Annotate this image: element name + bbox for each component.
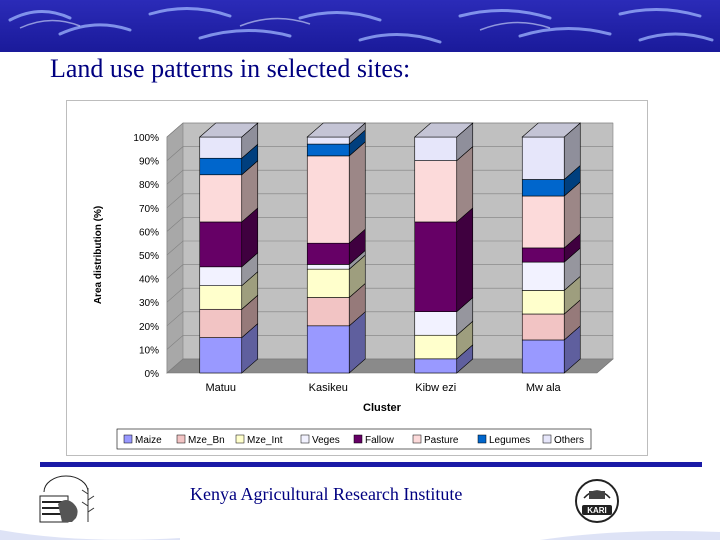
bar-segment	[199, 157, 243, 176]
bar-segment	[414, 358, 458, 374]
bar-segment	[521, 261, 565, 291]
bar-segment	[521, 136, 565, 180]
bar-segment	[306, 143, 350, 157]
bar-segment	[199, 285, 243, 310]
footer-rule	[40, 462, 702, 467]
bar-segment	[199, 308, 243, 338]
y-tick-label: 10%	[139, 345, 159, 356]
bar-segment	[414, 311, 458, 336]
y-tick-label: 40%	[139, 275, 159, 286]
bar-segment	[199, 136, 243, 159]
bar-segment-side	[456, 207, 474, 313]
bar-segment	[521, 290, 565, 315]
kari-logo: KARI	[575, 479, 619, 523]
kari-logo-text: KARI	[587, 506, 607, 515]
legend-swatch	[412, 434, 422, 444]
bar-segment	[306, 264, 350, 270]
header-banner	[0, 0, 720, 52]
bar-segment	[306, 155, 350, 244]
legend-label: Pasture	[424, 435, 459, 446]
bar-segment	[521, 313, 565, 341]
y-tick-label: 30%	[139, 298, 159, 309]
legend-swatch	[477, 434, 487, 444]
legend-swatch	[235, 434, 245, 444]
legend-label: Maize	[135, 435, 162, 446]
bar-top	[521, 122, 582, 138]
x-axis-title: Cluster	[363, 402, 402, 414]
y-tick-label: 20%	[139, 322, 159, 333]
y-tick-label: 50%	[139, 251, 159, 262]
legend-label: Veges	[312, 435, 340, 446]
bar-segment	[414, 160, 458, 223]
bar-segment	[306, 242, 350, 265]
legend-label: Mze_Bn	[188, 435, 225, 446]
y-tick-label: 80%	[139, 180, 159, 191]
legend: Maize Mze_Bn Mze_Int Veges Fallow Pasture Legu…	[116, 428, 592, 450]
x-tick-label: Kibw ezi	[415, 382, 456, 394]
bar-top	[306, 122, 367, 138]
legend-swatch	[300, 434, 310, 444]
y-tick-label: 70%	[139, 204, 159, 215]
legend-swatch	[176, 434, 186, 444]
legend-label: Others	[554, 435, 584, 446]
stacked-bar-chart: 0% 10% 20% 30% 40% 50% 60% 70% 80% 90% 100% Matuu Ka…	[93, 122, 614, 450]
y-tick-label: 0%	[145, 369, 160, 380]
legend-swatch	[123, 434, 133, 444]
bar-segment	[199, 174, 243, 223]
footer-sweep	[0, 530, 720, 540]
bar-segment	[521, 179, 565, 197]
x-tick-label: Mw ala	[526, 382, 562, 394]
bar-segment	[199, 266, 243, 286]
y-tick-label: 60%	[139, 227, 159, 238]
bar-segment	[306, 297, 350, 327]
y-axis-title: Area distribution (%)	[93, 206, 104, 304]
bar-segment	[199, 337, 243, 374]
bar-segment	[414, 136, 458, 161]
bar-top	[198, 122, 259, 138]
x-tick-label: Kasikeu	[309, 382, 348, 394]
legend-label: Mze_Int	[247, 435, 283, 446]
bar-segment	[521, 247, 565, 263]
bar-segment	[521, 195, 565, 249]
bar-segment	[414, 221, 458, 312]
y-tick-label: 90%	[139, 157, 159, 168]
legend-label: Legumes	[489, 435, 530, 446]
bar-segment	[306, 136, 350, 145]
footer-institute: Kenya Agricultural Research Institute	[190, 484, 463, 504]
x-tick-label: Matuu	[205, 382, 236, 394]
bar-segment-side	[348, 141, 366, 244]
rutnon-logo	[39, 475, 95, 523]
bar-top	[413, 122, 474, 138]
legend-label: Fallow	[365, 435, 395, 446]
bar-segment	[306, 268, 350, 298]
bar-segment	[521, 339, 565, 374]
legend-swatch	[353, 434, 363, 444]
bar-segment	[199, 221, 243, 268]
y-tick-label: 100%	[133, 133, 159, 144]
legend-swatch	[542, 434, 552, 444]
chart-frame: 0% 10% 20% 30% 40% 50% 60% 70% 80% 90% 100% Matuu Ka…	[66, 100, 648, 456]
slide-title: Land use patterns in selected sites:	[50, 54, 411, 83]
bar-segment	[306, 325, 350, 374]
bar-segment	[414, 334, 458, 360]
